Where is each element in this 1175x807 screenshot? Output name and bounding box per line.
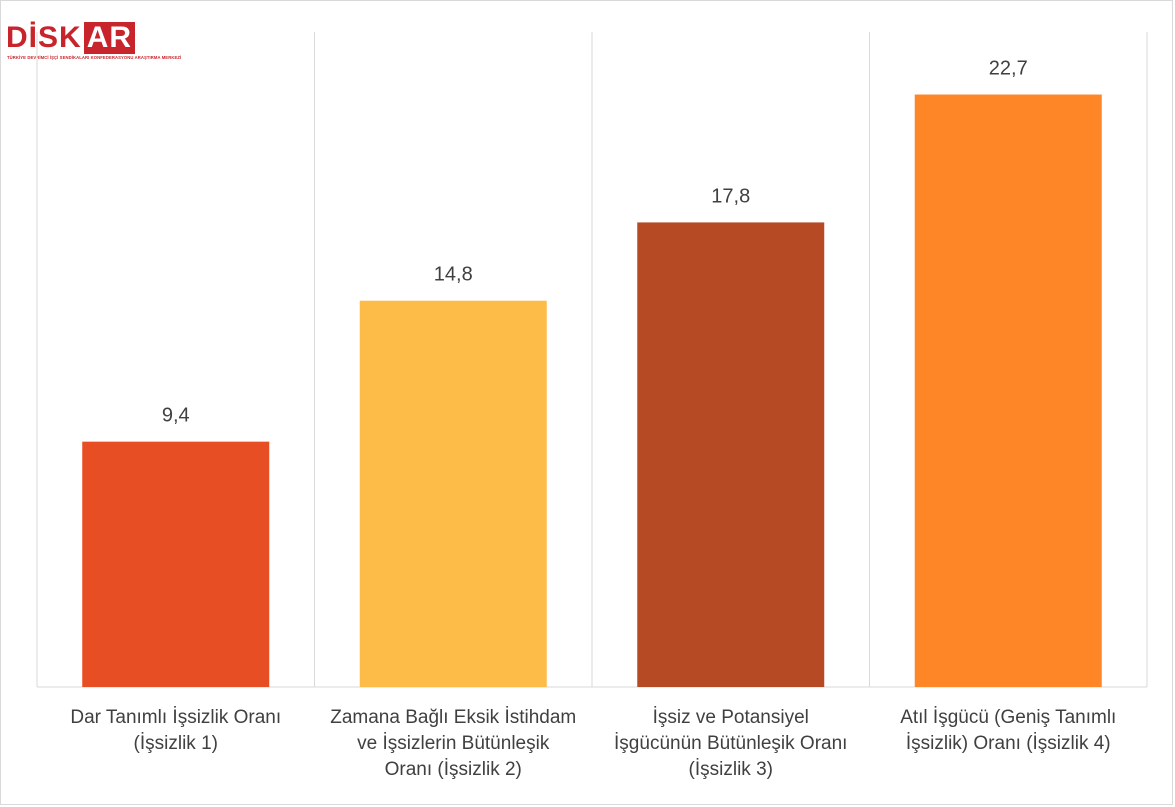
bar-4: [914, 94, 1102, 687]
bar-3: [637, 222, 825, 688]
category-label-line: İşgücünün Bütünleşik Oranı: [614, 733, 848, 754]
diskar-logo: DİSK AR TÜRKİYE DEVRİMCİ İŞÇİ SENDİKALARI…: [6, 21, 181, 64]
logo-word-box: AR: [83, 22, 136, 54]
category-label-3: İşsiz ve Potansiyel İşgücünün Bütünleşik …: [586, 705, 876, 783]
category-label-line: Atıl İşgücü (Geniş Tanımlı: [900, 707, 1117, 728]
data-label-3: 17,8: [711, 185, 750, 207]
category-label-1: Dar Tanımlı İşsizlik Oranı (İşsizlik 1): [31, 705, 321, 757]
category-label-line: (İşsizlik 1): [133, 733, 218, 754]
category-label-line: Dar Tanımlı İşsizlik Oranı: [70, 707, 282, 728]
bar-2: [359, 300, 547, 687]
category-label-line: (İşsizlik 3): [688, 759, 773, 780]
data-label-1: 9,4: [162, 405, 190, 427]
bar-1: [82, 441, 270, 687]
category-label-line: İşsiz ve Potansiyel: [652, 707, 809, 728]
category-label-line: ve İşsizlerin Bütünleşik: [357, 733, 550, 754]
category-label-line: Zamana Bağlı Eksik İstihdam: [330, 707, 577, 728]
category-label-line: Oranı (İşsizlik 2): [384, 759, 522, 780]
logo-wordmark: DİSK AR: [6, 21, 136, 54]
logo-word-main: DİSK: [6, 21, 82, 54]
category-label-line: İşsizlik) Oranı (İşsizlik 4): [905, 733, 1111, 754]
data-label-4: 22,7: [989, 58, 1028, 80]
category-label-4: Atıl İşgücü (Geniş Tanımlı İşsizlik) Oran…: [863, 705, 1153, 757]
category-label-2: Zamana Bağlı Eksik İstihdam ve İşsizlerin…: [308, 705, 598, 783]
data-label-2: 14,8: [434, 264, 473, 286]
logo-tagline: TÜRKİYE DEVRİMCİ İŞÇİ SENDİKALARI KONFED…: [7, 55, 182, 60]
